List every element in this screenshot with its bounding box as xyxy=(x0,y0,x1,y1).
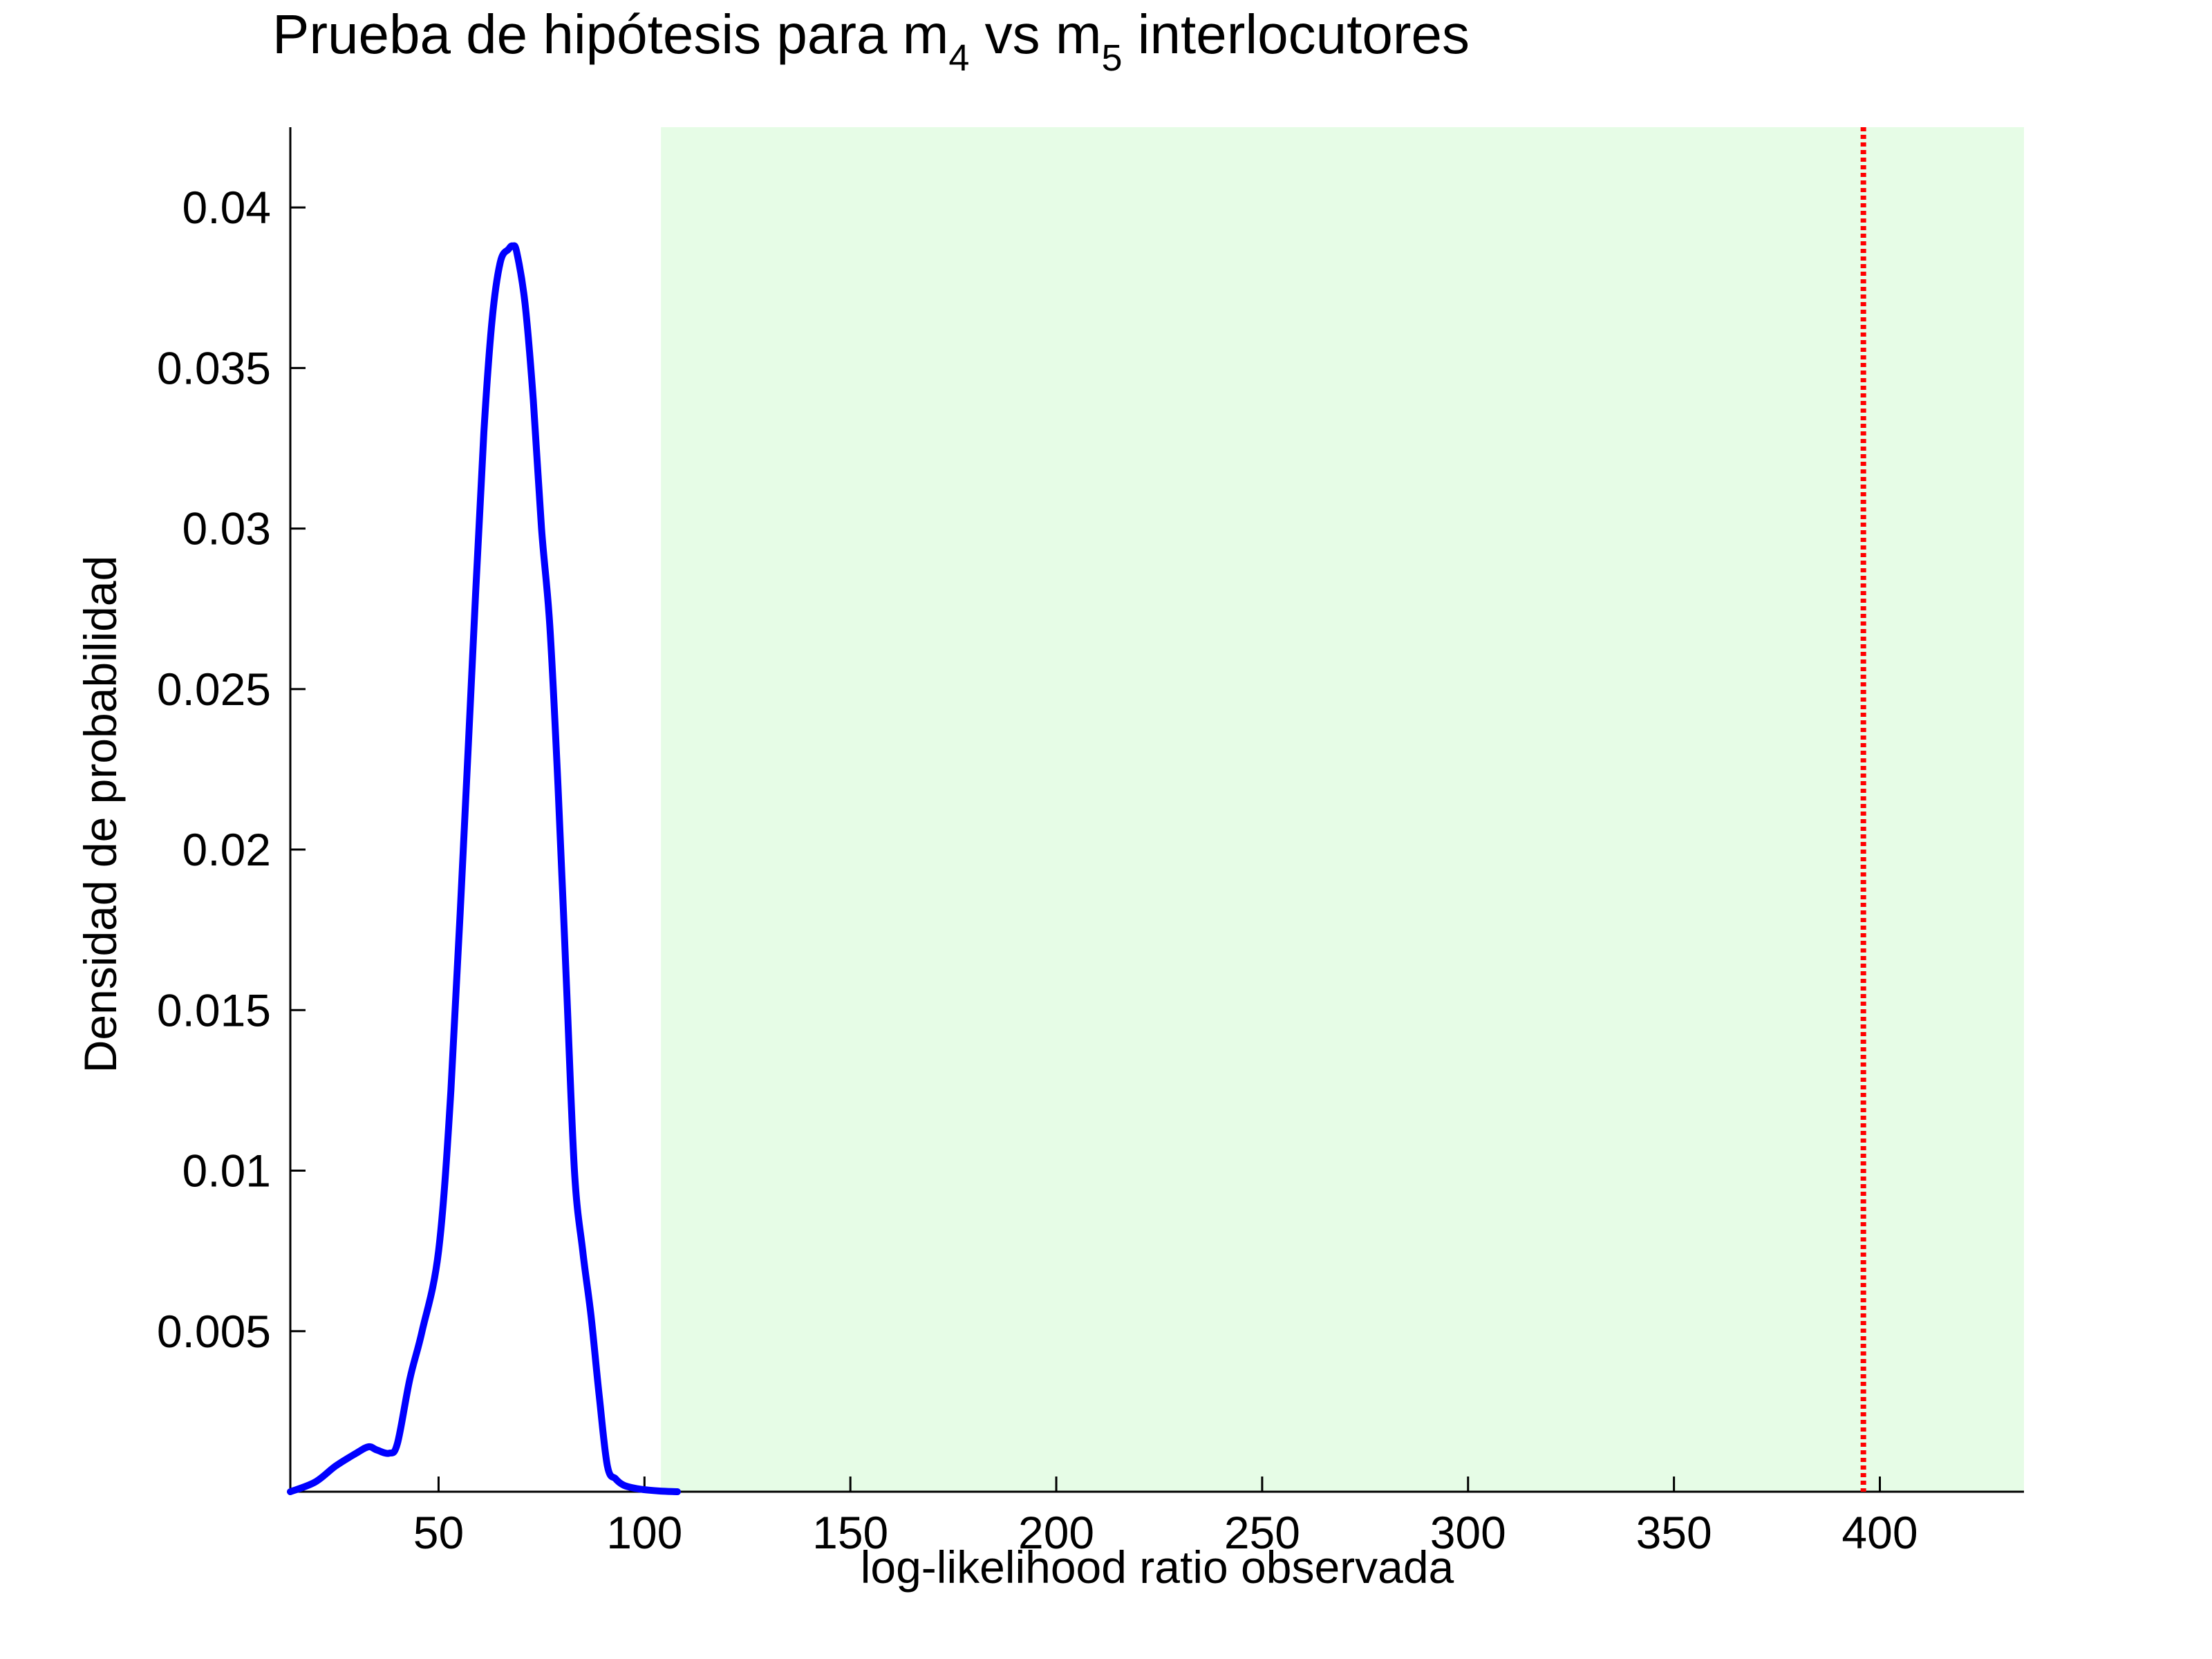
x-tick-label: 250 xyxy=(1224,1507,1300,1558)
x-tick-label: 350 xyxy=(1636,1507,1712,1558)
y-tick-label: 0.005 xyxy=(157,1306,271,1357)
x-ticks: 50 100 150 200 250 300 350 400 xyxy=(413,1477,1918,1558)
x-tick-label: 200 xyxy=(1018,1507,1094,1558)
chart-title-middle: vs m xyxy=(969,3,1101,65)
x-tick-label: 150 xyxy=(812,1507,888,1558)
x-tick-label: 300 xyxy=(1430,1507,1506,1558)
y-tick-label: 0.04 xyxy=(182,182,271,233)
y-tick-label: 0.025 xyxy=(157,664,271,715)
chart-title: Prueba de hipótesis para m4 vs m5 interl… xyxy=(272,3,1470,79)
x-axis-label: log-likelihood ratio observada xyxy=(861,1541,1454,1593)
chart-title-subscript-2: 5 xyxy=(1101,37,1122,79)
y-axis-label: Densidad de probabilidad xyxy=(75,556,126,1074)
chart-title-prefix: Prueba de hipótesis para m xyxy=(272,3,948,65)
y-ticks: 0.005 0.01 0.015 0.02 0.025 0.03 0.035 0.04 xyxy=(157,182,306,1357)
y-tick-label: 0.015 xyxy=(157,984,271,1035)
x-tick-label: 400 xyxy=(1841,1507,1918,1558)
y-tick-label: 0.01 xyxy=(182,1145,271,1197)
chart-title-suffix: interlocutores xyxy=(1123,3,1470,65)
x-tick-label: 50 xyxy=(413,1507,464,1558)
y-tick-label: 0.035 xyxy=(157,342,271,393)
chart-title-subscript-1: 4 xyxy=(948,37,969,79)
density-curve xyxy=(287,242,681,1495)
x-tick-label: 100 xyxy=(606,1507,682,1558)
rejection-region xyxy=(661,127,2024,1492)
y-tick-label: 0.02 xyxy=(182,824,271,875)
y-tick-label: 0.03 xyxy=(182,503,271,554)
